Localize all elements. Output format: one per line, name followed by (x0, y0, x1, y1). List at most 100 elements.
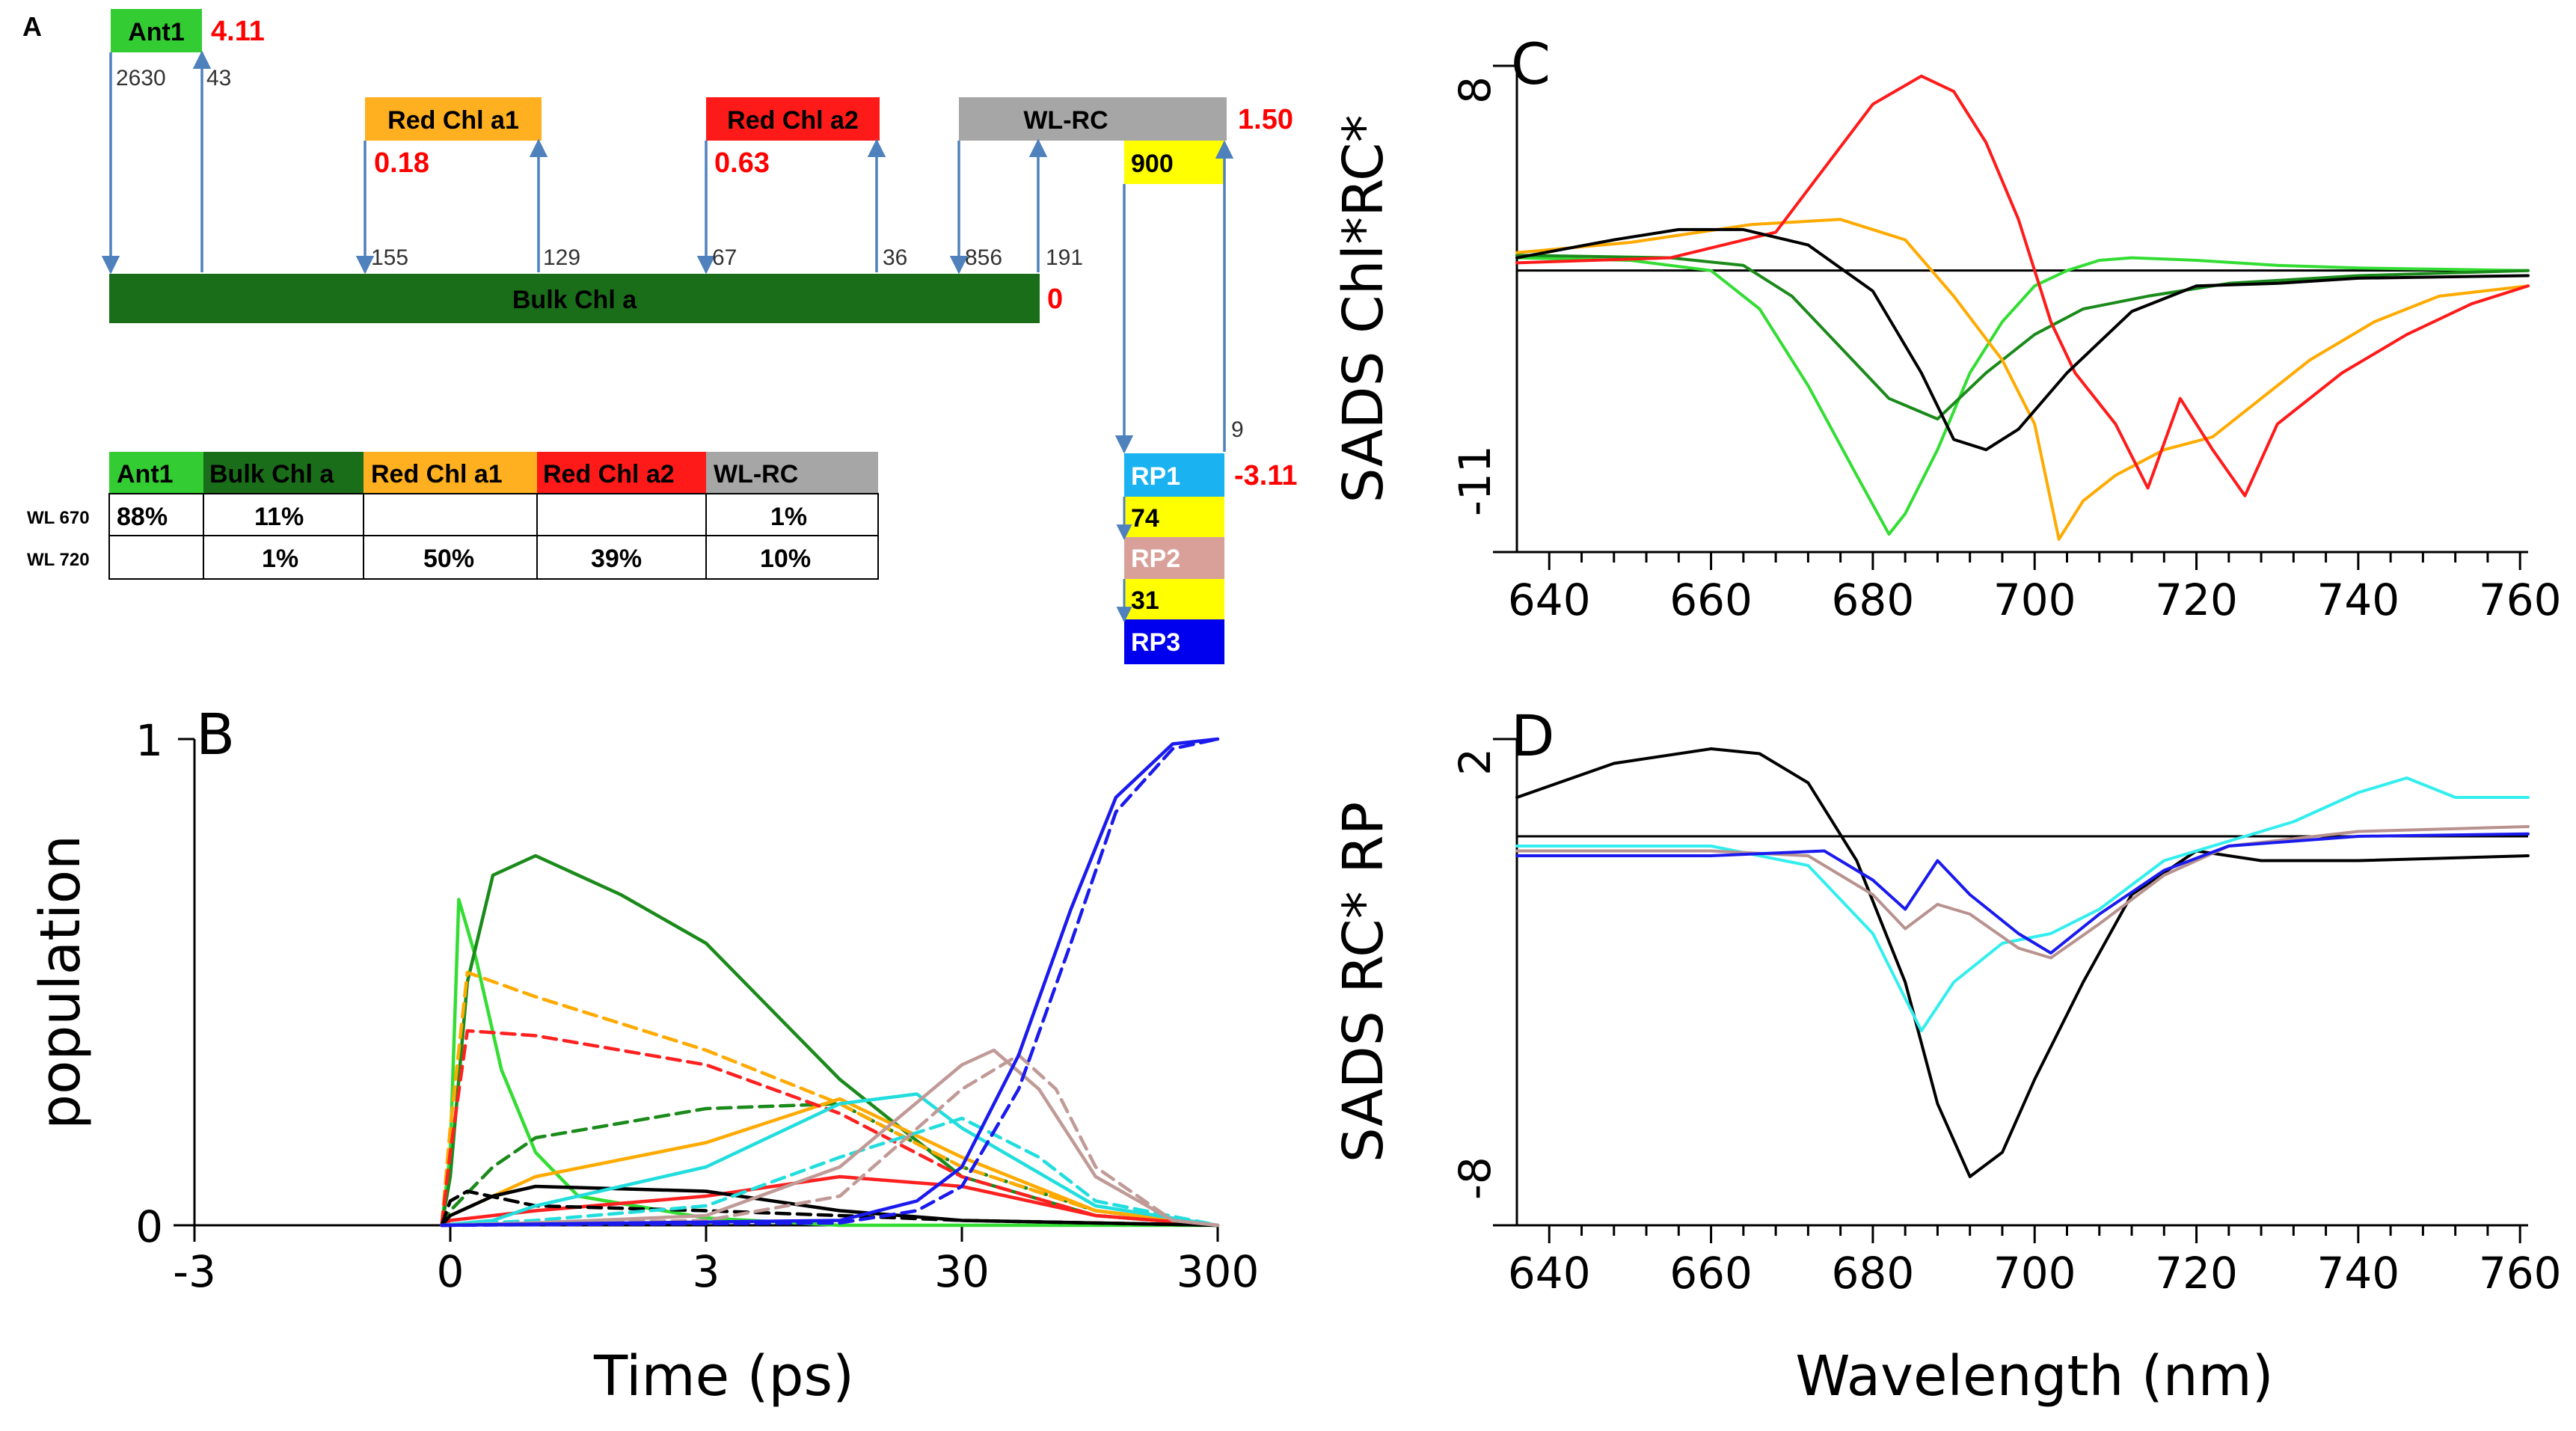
panel-c-xtick-label: 660 (1669, 574, 1752, 625)
rp1-box (1124, 453, 1224, 497)
panel-b-ytick-0: 0 (135, 1201, 163, 1252)
table-row-label-1: WL 720 (27, 550, 90, 570)
assignment-table: Ant1 Bulk Chl a Red Chl a1 Red Chl a2 WL… (27, 452, 879, 580)
panel-c-ytick-bottom: -11 (1450, 445, 1500, 516)
panel-b-series-line (440, 1048, 1220, 1228)
rate-box-74-label: 74 (1131, 504, 1159, 533)
rp2-label: RP2 (1131, 545, 1180, 573)
panel-d-xlabel: Wavelength (nm) (1795, 1344, 2273, 1409)
rate-box-900-label: 900 (1131, 150, 1174, 178)
panel-c-xtick-label: 720 (2155, 574, 2238, 625)
panel-d-xtick-label: 680 (1832, 1248, 1915, 1299)
panel-b-xlabel: Time (ps) (593, 1344, 854, 1409)
panel-b-series-line (440, 970, 1220, 1228)
panel-b-series-line (440, 1092, 1220, 1228)
panel-d-xtick-label: 640 (1508, 1248, 1591, 1299)
panel-b-xtick-label: -3 (173, 1246, 216, 1297)
bulk-box (109, 274, 1040, 323)
rp3-box (1124, 619, 1224, 664)
panel-d-ytick-bottom: -8 (1450, 1156, 1500, 1200)
panel-c-series-line (1515, 256, 2530, 536)
panel-b-series-line (440, 1029, 1220, 1228)
panel-b-chart: B 1 0 -3 0 3 30 300 population Time (ps) (28, 701, 1259, 1409)
table-cell-1-2: 50% (423, 545, 474, 573)
ant1-energy: 4.11 (211, 16, 265, 47)
rate-2630: 2630 (116, 66, 166, 91)
table-header-0: Ant1 (117, 460, 174, 488)
panel-c-xtick-label: 640 (1508, 574, 1591, 625)
panel-b-xtick-label: 3 (693, 1246, 720, 1297)
panel-c-series-line (1515, 218, 2530, 541)
panel-c-chart: C 8 -11 SADS Chl*RC* 640 660 680 700 720 740 7… (1331, 31, 2562, 625)
panel-b-xtick-label: 300 (1177, 1246, 1260, 1297)
red1-label: Red Chl a1 (387, 106, 519, 135)
wlrc-label: WL-RC (1023, 106, 1108, 135)
panel-b-xtick-label: 30 (934, 1246, 990, 1297)
table-row-label-0: WL 670 (27, 508, 90, 528)
red2-energy: 0.63 (714, 147, 770, 179)
panel-d-xtick-label: 760 (2479, 1248, 2562, 1299)
bulk-energy: 0 (1047, 284, 1063, 315)
rate-856: 856 (965, 245, 1002, 270)
panel-a-label: A (22, 11, 42, 42)
table-header-2: Red Chl a1 (371, 460, 503, 488)
panel-b-series-line (440, 1189, 1220, 1228)
ant1-box (111, 9, 202, 52)
panel-b-ytick-1: 1 (135, 715, 163, 766)
panel-c-series-line (1515, 254, 2530, 421)
rp1-energy: -3.11 (1234, 460, 1298, 491)
panel-d-ytick-top: 2 (1450, 748, 1500, 776)
panel-b-series-line (440, 1102, 1220, 1228)
rp3-label: RP3 (1131, 628, 1180, 657)
rate-box-31-label: 31 (1131, 586, 1159, 615)
table-header-3: Red Chl a2 (543, 460, 675, 488)
rate-191: 191 (1046, 245, 1083, 270)
panel-b-series-line (440, 1116, 1220, 1228)
panel-d-series-line (1515, 747, 2530, 1178)
red1-energy: 0.18 (374, 147, 429, 179)
panel-d-xtick-label: 660 (1669, 1248, 1752, 1299)
table-header-bg-3 (537, 452, 706, 494)
table-header-bg-1 (203, 452, 364, 494)
panel-b-series-line (440, 737, 1220, 1228)
table-header-1: Bulk Chl a (209, 460, 334, 488)
table-header-bg-0 (109, 452, 203, 494)
panel-c-xtick-label: 740 (2317, 574, 2400, 625)
rate-box-74 (1124, 497, 1224, 537)
rp1-label: RP1 (1131, 462, 1180, 491)
rate-129: 129 (543, 245, 580, 270)
red2-box (706, 97, 880, 141)
table-cell-1-4: 10% (760, 545, 811, 573)
panel-c-ylabel: SADS Chl*RC* (1331, 115, 1396, 503)
panel-d-ylabel: SADS RC* RP (1331, 802, 1396, 1162)
panel-d-series-line (1515, 776, 2530, 1032)
rate-box-900 (1124, 141, 1224, 184)
table-cell-0-1: 11% (254, 503, 304, 531)
rate-43: 43 (206, 66, 231, 91)
rate-155: 155 (371, 245, 408, 270)
red2-label: Red Chl a2 (727, 106, 859, 135)
panel-c-xtick-label: 700 (1993, 574, 2076, 625)
red1-box (365, 97, 542, 141)
panel-d-series-line (1515, 832, 2530, 954)
rate-9: 9 (1231, 417, 1244, 442)
panel-a-scheme: A Ant1 4.11 Red Chl a1 0.18 Red Chl a2 0… (22, 9, 1298, 664)
table-header-4: WL-RC (714, 460, 798, 488)
panel-b-ylabel: population (28, 835, 93, 1130)
table-header-bg-2 (364, 452, 537, 494)
panel-b-xtick-label: 0 (437, 1246, 464, 1297)
table-cell-1-3: 39% (591, 545, 642, 573)
panel-d-letter: D (1511, 702, 1555, 769)
table-header-bg-4 (706, 452, 878, 494)
panel-b-letter: B (196, 701, 235, 767)
panel-b-series-line (440, 737, 1220, 1228)
wlrc-energy: 1.50 (1238, 104, 1293, 135)
panel-d-xtick-label: 740 (2317, 1248, 2400, 1299)
panel-b-series-line (440, 898, 1220, 1228)
bulk-label: Bulk Chl a (512, 286, 637, 314)
panel-b-series-line (440, 1174, 1220, 1228)
table-cell-1-1: 1% (262, 545, 298, 573)
panel-b-series-line (440, 1184, 1220, 1228)
wlrc-box (959, 97, 1227, 141)
